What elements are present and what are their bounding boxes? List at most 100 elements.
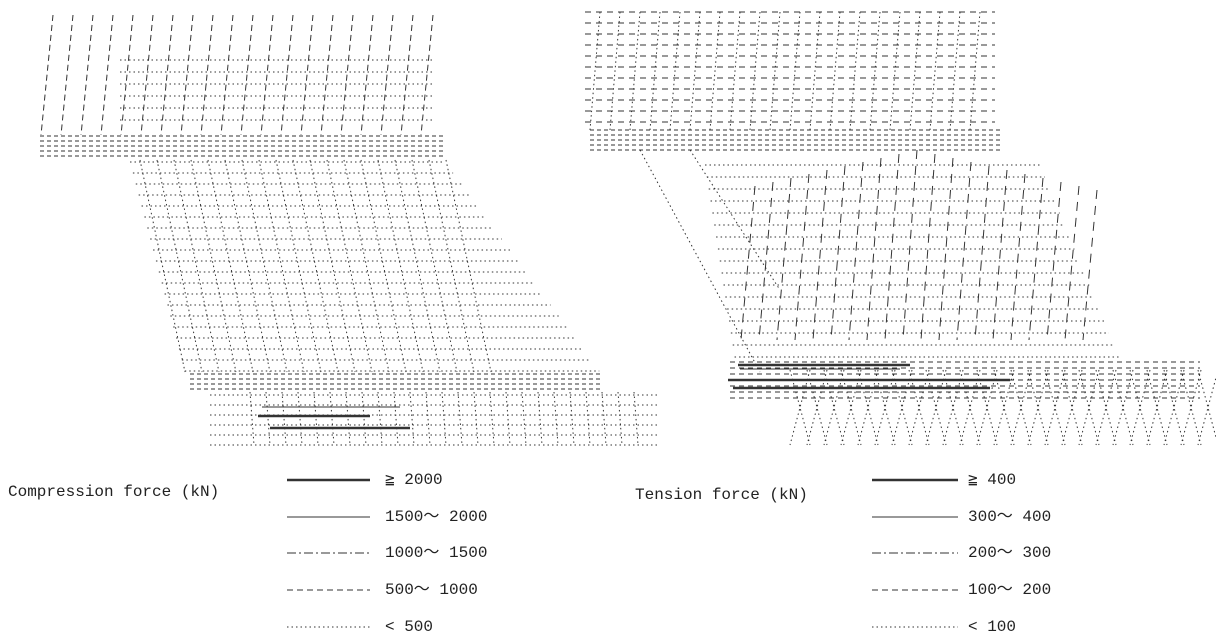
member (161, 15, 173, 135)
member (259, 160, 304, 372)
member (282, 392, 286, 445)
member (970, 12, 980, 130)
member (281, 15, 293, 135)
member (506, 392, 510, 445)
member (570, 392, 574, 445)
member (201, 15, 213, 135)
legend-label: 300〜 400 (968, 508, 1051, 526)
member (181, 15, 193, 135)
member (810, 12, 820, 130)
member (446, 160, 491, 372)
member (1096, 370, 1116, 445)
member (903, 150, 917, 340)
member (602, 392, 606, 445)
member (930, 12, 940, 130)
member (1029, 178, 1043, 340)
member (421, 15, 433, 135)
member (710, 12, 720, 130)
member (310, 160, 355, 372)
member (750, 12, 760, 130)
member (61, 15, 73, 135)
member (327, 160, 372, 372)
member (975, 166, 989, 340)
member (1083, 190, 1097, 340)
member (191, 160, 236, 372)
member (242, 160, 287, 372)
member (1011, 370, 1031, 445)
member (101, 15, 113, 135)
member (490, 392, 494, 445)
member (261, 15, 273, 135)
member (586, 392, 590, 445)
member (344, 160, 389, 372)
member (1079, 370, 1099, 445)
member (1062, 370, 1082, 445)
member (950, 12, 960, 130)
member (1164, 370, 1184, 445)
member (1113, 370, 1133, 445)
member (442, 392, 446, 445)
member (361, 15, 373, 135)
member (208, 160, 253, 372)
legend-label: 1500〜 2000 (385, 508, 487, 526)
member (890, 12, 900, 130)
member (41, 15, 53, 135)
member (410, 392, 414, 445)
member (921, 154, 935, 340)
member (1079, 370, 1099, 445)
member (346, 392, 350, 445)
member (590, 12, 600, 130)
legend-label: 500〜 1000 (385, 581, 478, 599)
member (401, 15, 413, 135)
member (849, 162, 863, 340)
member (1062, 370, 1082, 445)
member (1011, 370, 1031, 445)
member (1181, 370, 1201, 445)
member (618, 392, 622, 445)
member (730, 12, 740, 130)
member (1045, 370, 1065, 445)
legend-title: Compression force (kN) (8, 483, 219, 501)
member (361, 160, 406, 372)
member (301, 15, 313, 135)
member (276, 160, 321, 372)
member (957, 162, 971, 340)
member (1028, 370, 1048, 445)
member (640, 150, 760, 372)
member (1181, 370, 1201, 445)
member (1065, 186, 1079, 340)
member (298, 392, 302, 445)
legend-title: Tension force (kN) (635, 486, 808, 504)
member (690, 150, 780, 290)
member (770, 12, 780, 130)
legend-label: ≧ 2000 (385, 471, 443, 489)
member (850, 12, 860, 130)
member (870, 12, 880, 130)
legend-label: 1000〜 1500 (385, 544, 487, 562)
member (330, 392, 334, 445)
member (867, 158, 881, 340)
member (790, 12, 800, 130)
legend-label: < 500 (385, 618, 433, 636)
member (121, 15, 133, 135)
member (634, 392, 638, 445)
member (394, 392, 398, 445)
member (395, 160, 440, 372)
member (225, 160, 270, 372)
member (378, 392, 382, 445)
member (140, 160, 185, 372)
member (813, 170, 827, 340)
member (1045, 370, 1065, 445)
member (610, 12, 620, 130)
member (314, 392, 318, 445)
legend-label: < 100 (968, 618, 1016, 636)
member (266, 392, 270, 445)
member (141, 15, 153, 135)
member (1147, 370, 1167, 445)
member (795, 174, 809, 340)
member (381, 15, 393, 135)
member (522, 392, 526, 445)
member (241, 15, 253, 135)
member (1096, 370, 1116, 445)
member (1113, 370, 1133, 445)
